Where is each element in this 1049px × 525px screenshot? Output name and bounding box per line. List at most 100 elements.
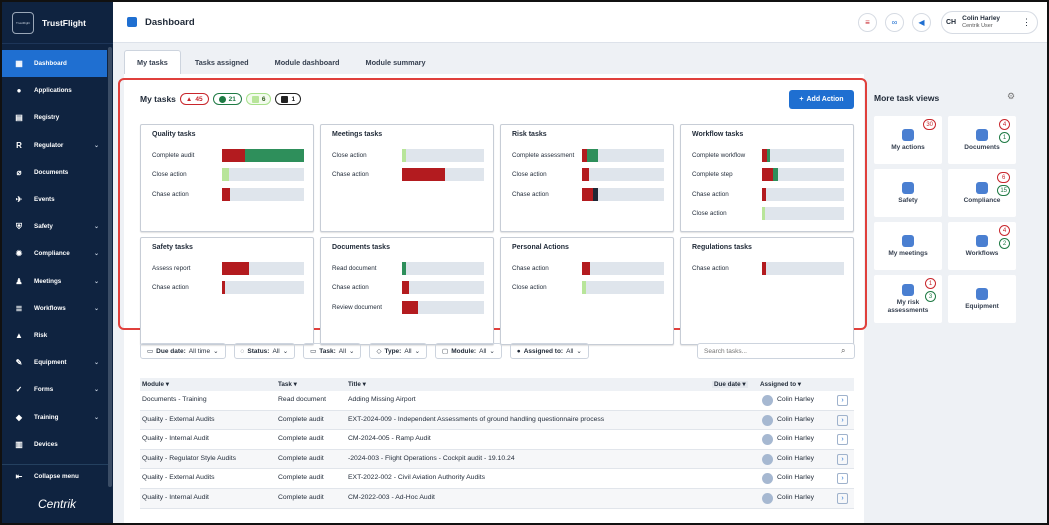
more-vertical-icon[interactable]: ⋮ bbox=[1022, 17, 1031, 27]
task-row[interactable]: Close action bbox=[332, 148, 484, 162]
filter-task[interactable]: ▭ Task: All ⌄ bbox=[303, 343, 362, 359]
task-view-documents[interactable]: Documents 4 1 bbox=[948, 116, 1016, 164]
cell-title[interactable]: Adding Missing Airport bbox=[348, 396, 416, 403]
task-row[interactable]: Complete workflow bbox=[692, 148, 844, 162]
database-icon[interactable]: ≡ bbox=[858, 13, 877, 32]
table-row[interactable]: Quality - Internal Audit Complete audit CM… bbox=[140, 488, 854, 509]
sidebar-item-workflows[interactable]: ≣ Workflows ⌄ bbox=[2, 295, 113, 322]
task-progress-bar[interactable] bbox=[222, 148, 304, 162]
task-progress-bar[interactable] bbox=[762, 168, 844, 182]
filter-due-date[interactable]: ▭ Due date: All time ⌄ bbox=[140, 343, 226, 359]
sidebar-item-regulator[interactable]: R Regulator ⌄ bbox=[2, 132, 113, 159]
filter-module[interactable]: ▢ Module: All ⌄ bbox=[435, 343, 502, 359]
table-row[interactable]: Quality - External Audits Complete audit E… bbox=[140, 469, 854, 489]
chevron-right-icon[interactable]: › bbox=[837, 434, 848, 446]
sidebar-item-compliance[interactable]: ✹ Compliance ⌄ bbox=[2, 240, 113, 267]
col-title[interactable]: Title ▾ bbox=[348, 381, 366, 388]
other-count-badge[interactable]: 1 bbox=[275, 93, 302, 105]
task-row[interactable]: Chase action bbox=[332, 168, 484, 182]
task-progress-bar[interactable] bbox=[582, 261, 664, 275]
task-row[interactable]: Chase action bbox=[332, 281, 484, 295]
filter-assigned-to[interactable]: ● Assigned to: All ⌄ bbox=[509, 343, 589, 359]
table-row[interactable]: Quality - Internal Audit Complete audit CM… bbox=[140, 430, 854, 450]
megaphone-icon[interactable]: ◀ bbox=[912, 13, 931, 32]
task-view-workflows[interactable]: Workflows 4 2 bbox=[948, 222, 1016, 270]
sidebar-item-events[interactable]: ✈ Events bbox=[2, 186, 113, 213]
cell-title[interactable]: EXT-2022-002 - Civil Aviation Authority … bbox=[348, 474, 486, 482]
cell-title[interactable]: EXT-2024-009 - Independent Assessments o… bbox=[348, 415, 605, 423]
sidebar-item-devices[interactable]: ▥ Devices bbox=[2, 431, 113, 458]
col-due-date[interactable]: Due date ▾ bbox=[712, 381, 748, 388]
search-input[interactable] bbox=[697, 343, 855, 359]
task-row[interactable]: Chase action bbox=[692, 261, 844, 275]
task-row[interactable]: Close action bbox=[512, 168, 664, 182]
task-progress-bar[interactable] bbox=[582, 281, 664, 295]
chevron-right-icon[interactable]: › bbox=[837, 492, 848, 504]
task-progress-bar[interactable] bbox=[402, 261, 484, 275]
cell-title[interactable]: CM-2022-003 - Ad-Hoc Audit bbox=[348, 493, 435, 501]
task-progress-bar[interactable] bbox=[222, 168, 304, 182]
col-module[interactable]: Module ▾ bbox=[142, 381, 169, 388]
cell-title[interactable]: CM-2024-005 - Ramp Audit bbox=[348, 435, 431, 443]
chevron-right-icon[interactable]: › bbox=[837, 453, 848, 465]
task-progress-bar[interactable] bbox=[402, 168, 484, 182]
task-row[interactable]: Chase action bbox=[512, 187, 664, 201]
task-row[interactable]: Review document bbox=[332, 300, 484, 314]
task-view-safety[interactable]: Safety bbox=[874, 169, 942, 217]
user-menu[interactable]: CH Colin Harley Centrik User ⋮ bbox=[941, 11, 1038, 34]
tab-module-dashboard[interactable]: Module dashboard bbox=[274, 57, 340, 67]
task-progress-bar[interactable] bbox=[762, 148, 844, 162]
task-row[interactable]: Complete audit bbox=[152, 148, 304, 162]
sidebar-item-safety[interactable]: ⛨ Safety ⌄ bbox=[2, 213, 113, 240]
task-row[interactable]: Complete assessment bbox=[512, 148, 664, 162]
task-view-my-actions[interactable]: My actions 30 bbox=[874, 116, 942, 164]
task-view-my-meetings[interactable]: My meetings bbox=[874, 222, 942, 270]
col-assigned-to[interactable]: Assigned to ▾ bbox=[760, 381, 801, 388]
sidebar-item-meetings[interactable]: ♟ Meetings ⌄ bbox=[2, 268, 113, 295]
tab-module-summary[interactable]: Module summary bbox=[365, 57, 426, 67]
task-progress-bar[interactable] bbox=[762, 207, 844, 221]
task-view-compliance[interactable]: Compliance 6 15 bbox=[948, 169, 1016, 217]
task-row[interactable]: Assess report bbox=[152, 261, 304, 275]
task-row[interactable]: Chase action bbox=[152, 187, 304, 201]
ontime-count-badge[interactable]: 21 bbox=[212, 93, 242, 105]
task-progress-bar[interactable] bbox=[402, 148, 484, 162]
task-view-equipment[interactable]: Equipment bbox=[948, 275, 1016, 323]
task-progress-bar[interactable] bbox=[582, 187, 664, 201]
task-progress-bar[interactable] bbox=[402, 300, 484, 314]
task-progress-bar[interactable] bbox=[582, 168, 664, 182]
table-row[interactable]: Documents - Training Read document Adding … bbox=[140, 391, 854, 411]
task-row[interactable]: Close action bbox=[512, 281, 664, 295]
chevron-right-icon[interactable]: › bbox=[837, 395, 848, 406]
sidebar-item-documents[interactable]: ⌀ Documents bbox=[2, 159, 113, 186]
filter-type[interactable]: ◇ Type: All ⌄ bbox=[369, 343, 428, 359]
sidebar-item-risk[interactable]: ▲ Risk bbox=[2, 322, 113, 349]
task-row[interactable]: Chase action bbox=[692, 187, 844, 201]
task-progress-bar[interactable] bbox=[762, 187, 844, 201]
task-progress-bar[interactable] bbox=[402, 281, 484, 295]
chevron-right-icon[interactable]: › bbox=[837, 414, 848, 426]
col-task[interactable]: Task ▾ bbox=[278, 381, 297, 388]
tab-my-tasks[interactable]: My tasks bbox=[124, 50, 181, 74]
gear-icon[interactable]: ⚙ bbox=[1007, 91, 1016, 101]
sidebar-item-training[interactable]: ◆ Training ⌄ bbox=[2, 403, 113, 430]
task-row[interactable]: Read document bbox=[332, 261, 484, 275]
sidebar-scrollbar[interactable] bbox=[108, 47, 112, 487]
sidebar-item-registry[interactable]: ▤ Registry bbox=[2, 104, 113, 131]
task-row[interactable]: Close action bbox=[152, 168, 304, 182]
tab-tasks-assigned[interactable]: Tasks assigned bbox=[194, 57, 249, 67]
sidebar-item-forms[interactable]: ✓ Forms ⌄ bbox=[2, 376, 113, 403]
task-progress-bar[interactable] bbox=[762, 261, 844, 275]
collapse-menu-button[interactable]: ⇤ Collapse menu bbox=[2, 464, 108, 488]
add-action-button[interactable]: + Add Action bbox=[789, 90, 854, 109]
task-row[interactable]: Close action bbox=[692, 207, 844, 221]
link-icon[interactable]: ∞ bbox=[885, 13, 904, 32]
task-row[interactable]: Chase action bbox=[152, 281, 304, 295]
table-row[interactable]: Quality - External Audits Complete audit E… bbox=[140, 410, 854, 431]
sidebar-item-applications[interactable]: ● Applications bbox=[2, 77, 113, 104]
table-row[interactable]: Quality - Regulator Style Audits Complete… bbox=[140, 449, 854, 470]
task-progress-bar[interactable] bbox=[222, 187, 304, 201]
new-count-badge[interactable]: 6 bbox=[245, 93, 272, 105]
search-icon[interactable]: ⌕ bbox=[841, 346, 846, 355]
task-view-my-risk-assessments[interactable]: My risk assessments 1 3 bbox=[874, 275, 942, 323]
